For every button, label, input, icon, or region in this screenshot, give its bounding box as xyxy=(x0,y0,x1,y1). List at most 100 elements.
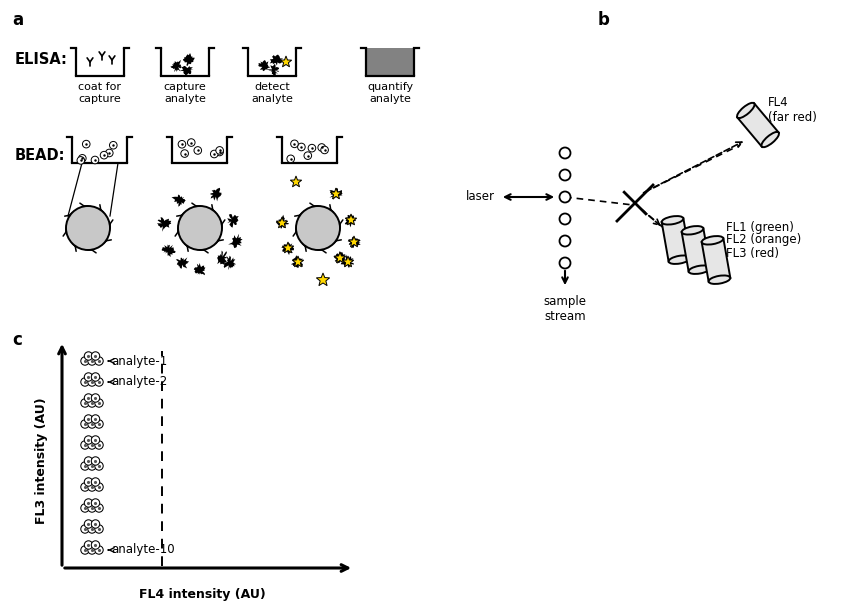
Polygon shape xyxy=(292,256,303,267)
Polygon shape xyxy=(282,242,294,253)
Polygon shape xyxy=(228,233,242,248)
Text: ELISA:: ELISA: xyxy=(15,52,68,68)
Circle shape xyxy=(84,373,93,381)
Circle shape xyxy=(188,139,195,147)
Circle shape xyxy=(559,213,570,224)
Circle shape xyxy=(110,142,117,149)
Text: FL4 intensity (AU): FL4 intensity (AU) xyxy=(139,588,265,601)
Circle shape xyxy=(91,478,99,486)
Circle shape xyxy=(309,144,315,152)
Text: laser: laser xyxy=(466,191,495,203)
Circle shape xyxy=(84,352,93,360)
Circle shape xyxy=(211,150,218,158)
Polygon shape xyxy=(331,188,342,199)
Polygon shape xyxy=(291,255,303,268)
Circle shape xyxy=(88,399,96,407)
Text: analyte-2: analyte-2 xyxy=(108,376,167,388)
Circle shape xyxy=(304,152,312,159)
Text: capture
analyte: capture analyte xyxy=(163,82,207,104)
Circle shape xyxy=(88,441,96,449)
Circle shape xyxy=(81,378,89,386)
Polygon shape xyxy=(291,176,302,187)
Circle shape xyxy=(88,546,96,554)
Polygon shape xyxy=(348,236,360,248)
Circle shape xyxy=(100,151,108,159)
Polygon shape xyxy=(280,56,292,67)
Circle shape xyxy=(95,483,103,491)
Circle shape xyxy=(81,546,89,554)
Circle shape xyxy=(88,525,96,533)
Polygon shape xyxy=(330,188,343,200)
Circle shape xyxy=(81,462,89,470)
Polygon shape xyxy=(179,66,194,76)
Polygon shape xyxy=(345,214,357,225)
Circle shape xyxy=(95,441,103,449)
Circle shape xyxy=(298,143,305,151)
Text: FL3 (red): FL3 (red) xyxy=(726,247,779,259)
Ellipse shape xyxy=(737,103,755,118)
Polygon shape xyxy=(281,242,294,255)
Text: b: b xyxy=(598,11,609,29)
Circle shape xyxy=(91,499,99,507)
Polygon shape xyxy=(227,214,239,227)
Text: sample
stream: sample stream xyxy=(543,295,586,323)
Circle shape xyxy=(95,399,103,407)
Polygon shape xyxy=(702,238,730,282)
Circle shape xyxy=(216,148,224,156)
Text: quantify
analyte: quantify analyte xyxy=(367,82,413,104)
Circle shape xyxy=(81,441,89,449)
Circle shape xyxy=(178,206,222,250)
Polygon shape xyxy=(276,217,287,228)
Circle shape xyxy=(318,144,326,151)
Polygon shape xyxy=(211,188,222,201)
Circle shape xyxy=(91,352,99,360)
Ellipse shape xyxy=(762,132,779,147)
Text: detect
analyte: detect analyte xyxy=(251,82,293,104)
Circle shape xyxy=(66,206,110,250)
Polygon shape xyxy=(222,256,236,270)
Circle shape xyxy=(559,169,570,180)
Polygon shape xyxy=(316,273,330,286)
Circle shape xyxy=(91,394,99,402)
Text: analyte-10: analyte-10 xyxy=(108,543,174,557)
Circle shape xyxy=(95,357,103,365)
Polygon shape xyxy=(172,195,186,207)
Circle shape xyxy=(91,457,99,465)
Polygon shape xyxy=(162,244,176,257)
Circle shape xyxy=(105,149,113,157)
Circle shape xyxy=(84,436,93,444)
Polygon shape xyxy=(343,256,354,267)
Polygon shape xyxy=(348,236,360,247)
Polygon shape xyxy=(345,215,356,227)
Text: FL1 (green): FL1 (green) xyxy=(726,221,794,233)
Polygon shape xyxy=(334,252,346,263)
Polygon shape xyxy=(170,60,182,72)
Text: c: c xyxy=(12,331,22,349)
Circle shape xyxy=(82,140,90,148)
Circle shape xyxy=(84,478,93,486)
Ellipse shape xyxy=(682,226,704,235)
Circle shape xyxy=(216,147,224,154)
Polygon shape xyxy=(176,257,190,269)
Circle shape xyxy=(95,546,103,554)
Circle shape xyxy=(296,206,340,250)
Polygon shape xyxy=(183,53,195,66)
Text: a: a xyxy=(12,11,23,29)
Circle shape xyxy=(84,520,93,528)
Circle shape xyxy=(320,146,328,154)
Circle shape xyxy=(91,156,99,164)
Polygon shape xyxy=(218,251,227,264)
Circle shape xyxy=(559,148,570,159)
Circle shape xyxy=(88,420,96,428)
Circle shape xyxy=(81,525,89,533)
Polygon shape xyxy=(194,263,206,275)
Circle shape xyxy=(91,415,99,423)
Circle shape xyxy=(91,436,99,444)
Ellipse shape xyxy=(688,265,711,274)
Text: coat for
capture: coat for capture xyxy=(78,82,122,104)
Circle shape xyxy=(181,150,189,157)
Circle shape xyxy=(95,504,103,512)
Circle shape xyxy=(559,257,570,268)
Circle shape xyxy=(88,357,96,365)
Text: FL4
(far red): FL4 (far red) xyxy=(768,96,817,124)
